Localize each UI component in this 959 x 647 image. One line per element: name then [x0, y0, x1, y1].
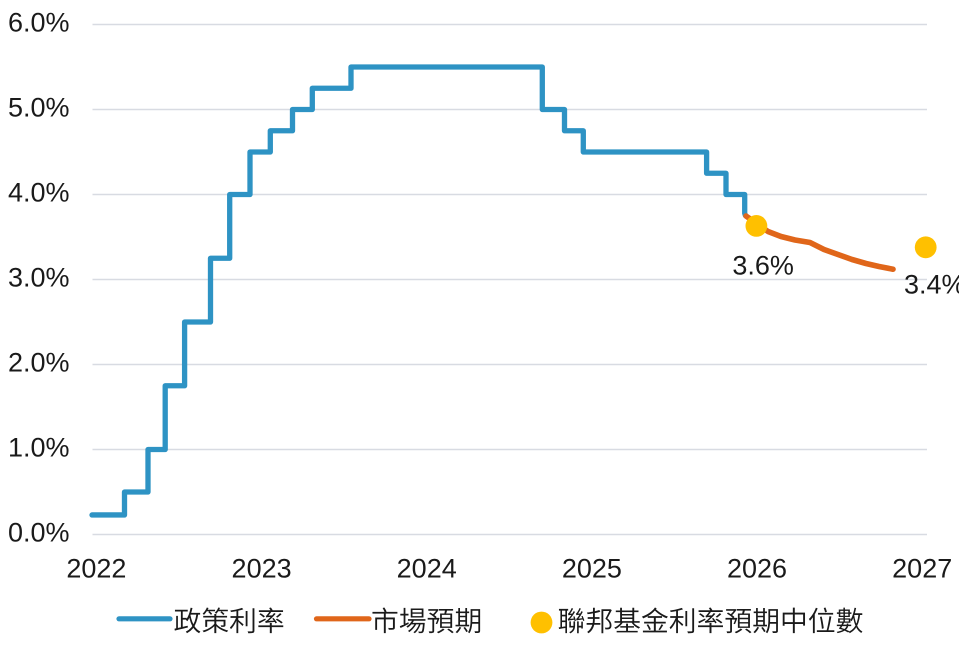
svg-text:2022: 2022 [66, 554, 126, 584]
svg-text:3.0%: 3.0% [8, 263, 70, 293]
svg-text:2024: 2024 [397, 554, 457, 584]
svg-text:5.0%: 5.0% [8, 93, 70, 123]
svg-text:1.0%: 1.0% [8, 433, 70, 463]
svg-text:3.4%: 3.4% [904, 269, 959, 299]
svg-text:3.6%: 3.6% [732, 251, 794, 281]
svg-text:2025: 2025 [562, 554, 622, 584]
svg-text:2026: 2026 [727, 554, 787, 584]
svg-text:2.0%: 2.0% [8, 348, 70, 378]
svg-text:0.0%: 0.0% [8, 518, 70, 548]
svg-text:2027: 2027 [892, 554, 952, 584]
svg-text:2023: 2023 [232, 554, 292, 584]
svg-text:4.0%: 4.0% [8, 178, 70, 208]
svg-text:6.0%: 6.0% [8, 8, 70, 38]
